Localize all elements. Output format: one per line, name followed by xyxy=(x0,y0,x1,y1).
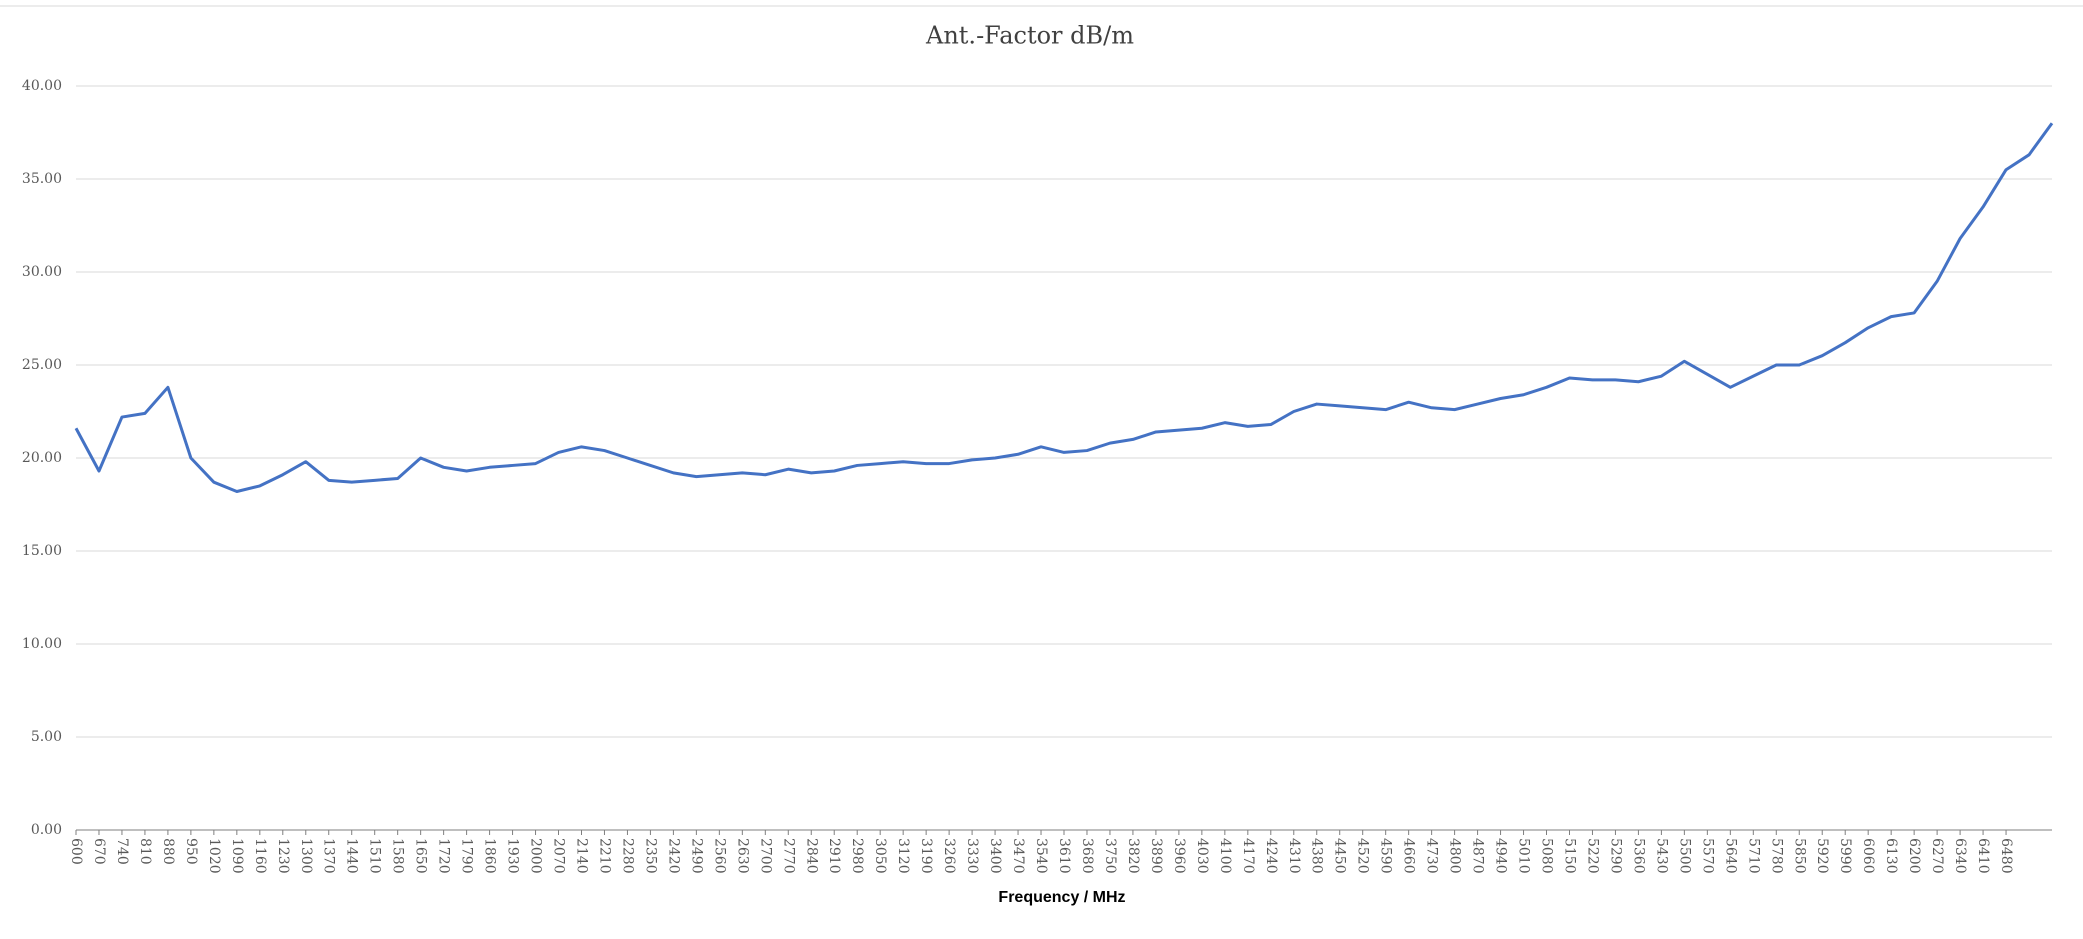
x-tick-label: 1790 xyxy=(459,838,475,874)
x-tick-label: 3050 xyxy=(872,838,888,874)
y-tick-label: 5.00 xyxy=(31,729,62,745)
x-tick-label: 5570 xyxy=(1699,838,1715,874)
x-tick-label: 1580 xyxy=(390,838,406,874)
x-tick-label: 2770 xyxy=(780,838,796,874)
x-tick-label: 2560 xyxy=(711,838,727,874)
x-tick-label: 5430 xyxy=(1653,838,1669,874)
y-tick-label: 0.00 xyxy=(31,822,62,838)
x-tick-label: 4520 xyxy=(1355,838,1371,874)
x-tick-label: 5220 xyxy=(1584,838,1600,874)
x-tick-label: 2140 xyxy=(573,838,589,874)
x-tick-label: 1300 xyxy=(298,838,314,874)
x-tick-label: 6340 xyxy=(1952,838,1968,874)
x-tick-label: 1160 xyxy=(252,838,268,874)
x-tick-label: 5290 xyxy=(1607,838,1623,874)
x-tick-label: 6060 xyxy=(1860,838,1876,874)
x-tick-label: 740 xyxy=(114,838,130,865)
x-tick-label: 5710 xyxy=(1745,838,1761,874)
x-tick-label: 3680 xyxy=(1079,838,1095,874)
y-tick-label: 20.00 xyxy=(22,450,62,466)
x-tick-label: 4800 xyxy=(1447,838,1463,874)
x-tick-label: 3890 xyxy=(1148,838,1164,874)
x-tick-label: 2630 xyxy=(734,838,750,874)
x-tick-label: 5360 xyxy=(1630,838,1646,874)
x-tick-label: 4030 xyxy=(1194,838,1210,874)
x-tick-label: 5640 xyxy=(1722,838,1738,874)
x-tick-label: 5850 xyxy=(1791,838,1807,874)
x-tick-label: 2420 xyxy=(665,838,681,874)
x-tick-label: 3330 xyxy=(964,838,980,874)
x-tick-label: 4730 xyxy=(1424,838,1440,874)
x-tick-label: 2280 xyxy=(619,838,635,874)
x-tick-label: 6410 xyxy=(1975,838,1991,874)
x-tick-label: 670 xyxy=(91,838,107,865)
x-tick-label: 3260 xyxy=(941,838,957,874)
x-tick-label: 3750 xyxy=(1102,838,1118,874)
y-tick-label: 25.00 xyxy=(22,357,62,373)
x-tick-label: 5150 xyxy=(1561,838,1577,874)
x-tick-label: 6200 xyxy=(1906,838,1922,874)
x-tick-label: 1720 xyxy=(436,838,452,874)
x-tick-label: 2350 xyxy=(642,838,658,874)
y-tick-label: 15.00 xyxy=(22,543,62,559)
x-tick-label: 3470 xyxy=(1010,838,1026,874)
x-tick-label: 1090 xyxy=(229,838,245,874)
x-tick-label: 4660 xyxy=(1401,838,1417,874)
y-tick-label: 40.00 xyxy=(22,78,62,94)
y-tick-label: 30.00 xyxy=(22,264,62,280)
x-tick-label: 1510 xyxy=(367,838,383,874)
x-tick-label: 2000 xyxy=(528,838,544,874)
x-tick-label: 810 xyxy=(137,838,153,865)
x-tick-label: 4380 xyxy=(1309,838,1325,874)
x-tick-label: 6480 xyxy=(1998,838,2014,874)
x-tick-label: 950 xyxy=(183,838,199,865)
x-tick-label: 3540 xyxy=(1033,838,1049,874)
x-tick-label: 6130 xyxy=(1883,838,1899,874)
x-tick-label: 2490 xyxy=(688,838,704,874)
x-tick-label: 3820 xyxy=(1125,838,1141,874)
x-tick-label: 1930 xyxy=(505,838,521,874)
x-tick-label: 1860 xyxy=(482,838,498,874)
x-tick-label: 2840 xyxy=(803,838,819,874)
x-tick-label: 4170 xyxy=(1240,838,1256,874)
x-tick-label: 1650 xyxy=(413,838,429,874)
x-tick-label: 2700 xyxy=(757,838,773,874)
x-tick-label: 5080 xyxy=(1539,838,1555,874)
x-tick-label: 600 xyxy=(68,838,84,865)
x-tick-label: 2980 xyxy=(849,838,865,874)
x-tick-label: 2210 xyxy=(596,838,612,874)
x-tick-label: 4240 xyxy=(1263,838,1279,874)
x-tick-label: 3120 xyxy=(895,838,911,874)
x-tick-label: 4590 xyxy=(1378,838,1394,874)
x-tick-label: 880 xyxy=(160,838,176,865)
x-tick-label: 2910 xyxy=(826,838,842,874)
x-tick-label: 3400 xyxy=(987,838,1003,874)
x-tick-label: 6270 xyxy=(1929,838,1945,874)
x-tick-label: 1440 xyxy=(344,838,360,874)
chart-title: Ant.-Factor dB/m xyxy=(925,22,1134,50)
y-tick-label: 10.00 xyxy=(22,636,62,652)
x-tick-label: 5010 xyxy=(1516,838,1532,874)
x-tick-label: 3190 xyxy=(918,838,934,874)
data-line xyxy=(74,122,2054,493)
x-tick-label: 3960 xyxy=(1171,838,1187,874)
x-tick-label: 4100 xyxy=(1217,838,1233,874)
x-tick-label: 1230 xyxy=(275,838,291,874)
x-tick-label: 1020 xyxy=(206,838,222,874)
x-tick-label: 1370 xyxy=(321,838,337,874)
x-tick-label: 5780 xyxy=(1768,838,1784,874)
x-tick-label: 4870 xyxy=(1470,838,1486,874)
x-tick-label: 2070 xyxy=(551,838,567,874)
x-tick-label: 5500 xyxy=(1676,838,1692,874)
x-tick-label: 5990 xyxy=(1837,838,1853,874)
x-axis-label: Frequency / MHz xyxy=(998,889,1125,906)
x-tick-label: 4310 xyxy=(1286,838,1302,874)
x-tick-label: 4450 xyxy=(1332,838,1348,874)
y-tick-label: 35.00 xyxy=(22,171,62,187)
x-tick-label: 4940 xyxy=(1493,838,1509,874)
x-tick-label: 5920 xyxy=(1814,838,1830,874)
x-tick-label: 3610 xyxy=(1056,838,1072,874)
